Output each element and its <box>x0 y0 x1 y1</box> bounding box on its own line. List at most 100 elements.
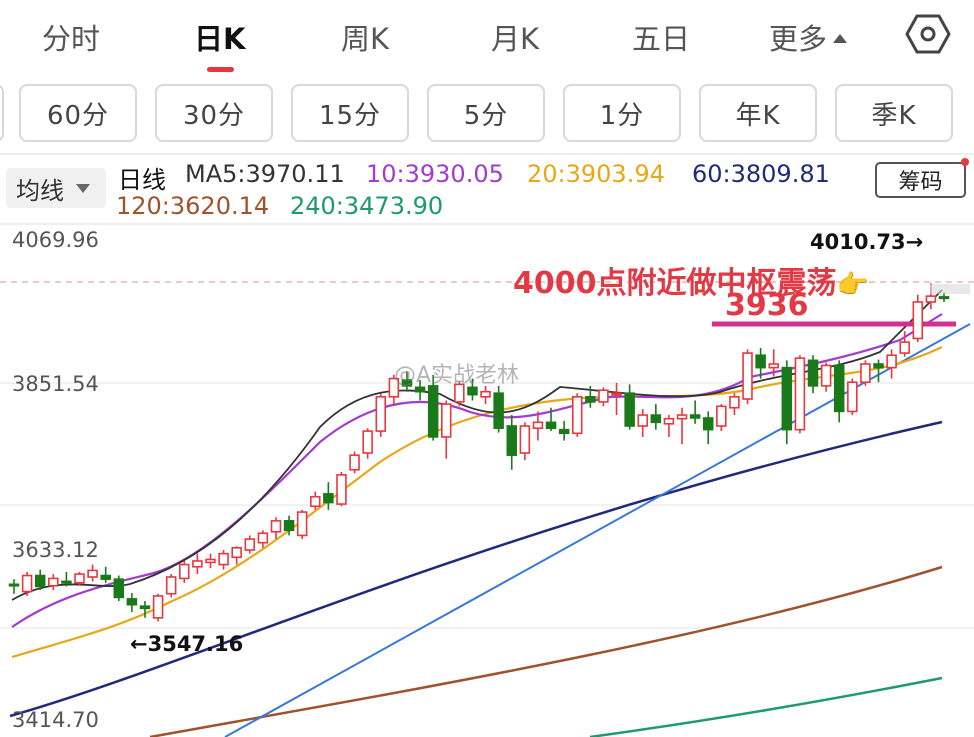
btn-60min[interactable]: 60分 <box>19 84 137 142</box>
candle-body-up <box>716 405 727 427</box>
candlestick <box>283 515 295 536</box>
candlestick <box>663 415 675 437</box>
ma-selector-label: 均线 <box>16 176 64 205</box>
candle-body-down <box>61 580 72 584</box>
candlestick <box>506 415 518 470</box>
candlestick <box>860 360 871 386</box>
candlestick <box>362 428 373 459</box>
tab-more[interactable]: 更多 <box>769 16 848 58</box>
candle-body-up <box>21 574 33 593</box>
candlestick <box>139 601 151 618</box>
ma10-value: 10:3930.05 <box>366 160 504 188</box>
candle-body-up <box>296 511 308 537</box>
ma120-line <box>149 565 943 737</box>
candlestick <box>820 362 832 392</box>
candlestick <box>244 535 256 554</box>
trendline <box>224 323 971 737</box>
candle-body-up <box>454 383 465 403</box>
btn-15min[interactable]: 15分 <box>291 84 409 142</box>
candlestick <box>729 393 740 416</box>
candle-body-down <box>650 414 662 424</box>
candlestick <box>676 407 688 445</box>
candlestick <box>571 393 583 437</box>
btn-30min[interactable]: 30分 <box>155 84 273 142</box>
candle-body-up <box>886 354 897 369</box>
btn-quarterly-k[interactable]: 季K <box>835 84 953 142</box>
candlestick <box>493 385 504 433</box>
candle-body-up <box>571 396 583 435</box>
candle-body-down <box>624 392 635 427</box>
candlestick <box>205 553 216 569</box>
candle-body-down <box>558 428 570 435</box>
caret-up-icon <box>833 33 848 43</box>
candle-body-up <box>742 352 753 400</box>
tab-weekly-k[interactable]: 周K <box>341 22 390 56</box>
candle-body-up <box>611 392 622 396</box>
tab-monthly-k[interactable]: 月K <box>491 22 540 56</box>
candle-body-up <box>74 573 85 584</box>
annotation-level: 3936 <box>725 288 809 323</box>
candlestick <box>624 384 635 430</box>
btn-5min[interactable]: 5分 <box>427 84 545 142</box>
candlestick <box>716 404 727 432</box>
candlestick <box>61 571 72 587</box>
ma-selector[interactable]: 均线 <box>6 168 106 208</box>
candle-body-up <box>925 295 937 303</box>
candlestick <box>257 530 269 548</box>
tab-daily-k[interactable]: 日K <box>194 22 246 56</box>
btn-1min[interactable]: 1分 <box>563 84 681 142</box>
period-tab-bar: 分时 日K 周K 月K 五日 更多 <box>0 0 974 78</box>
candle-body-up <box>257 532 269 544</box>
candle-body-up <box>637 414 648 427</box>
settings-icon[interactable] <box>905 12 951 56</box>
candlestick <box>807 355 819 394</box>
candle-body-up <box>231 547 242 559</box>
candlestick <box>545 407 557 432</box>
candle-body-up <box>349 454 360 471</box>
candlestick <box>440 400 452 459</box>
candlestick <box>467 378 478 401</box>
candlestick <box>427 374 439 441</box>
candle-body-down <box>938 296 950 300</box>
candlestick <box>938 292 950 302</box>
candle-body-down <box>283 520 295 532</box>
candlestick <box>323 482 334 510</box>
candle-body-up <box>480 390 491 398</box>
candlestick <box>74 571 85 586</box>
chips-button[interactable]: 筹码 <box>875 162 966 198</box>
candle-body-down <box>807 359 819 387</box>
divider <box>0 153 974 155</box>
candlestick <box>48 574 59 591</box>
tab-intraday[interactable]: 分时 <box>42 22 101 56</box>
candle-body-down <box>100 574 111 580</box>
candlestick <box>847 378 858 416</box>
candlestick <box>8 579 20 594</box>
price-label-low: 3414.70 <box>12 708 99 732</box>
candlestick <box>113 575 125 602</box>
ma120-value: 120:3620.14 <box>116 192 270 220</box>
candle-body-up <box>794 357 806 431</box>
candlestick <box>532 411 544 441</box>
candle-body-up <box>375 396 387 432</box>
annotation-main-text: 4000点附近做中枢震荡 <box>513 266 837 301</box>
candle-body-up <box>244 538 256 551</box>
btn-yearly-k[interactable]: 年K <box>699 84 817 142</box>
candle-body-up <box>729 396 740 409</box>
candle-body-up <box>532 421 544 429</box>
candlestick <box>21 571 33 596</box>
candle-body-up <box>847 381 858 413</box>
ma240-value: 240:3473.90 <box>290 192 444 220</box>
kline-chart[interactable]: 4069.96 3851.54 3633.12 3414.70 4010.73→… <box>0 222 974 737</box>
candle-body-up <box>218 552 229 566</box>
candle-body-down <box>873 363 884 369</box>
candle-body-down <box>467 386 478 396</box>
ma20-line <box>11 346 943 659</box>
tab-five-day[interactable]: 五日 <box>632 22 691 56</box>
scroll-edge-button[interactable] <box>0 84 4 142</box>
candlestick <box>742 349 753 405</box>
candle-body-down <box>493 392 504 429</box>
candlestick <box>375 393 387 437</box>
caret-down-icon <box>76 183 90 193</box>
candlestick <box>794 355 806 434</box>
candlestick <box>388 374 400 405</box>
